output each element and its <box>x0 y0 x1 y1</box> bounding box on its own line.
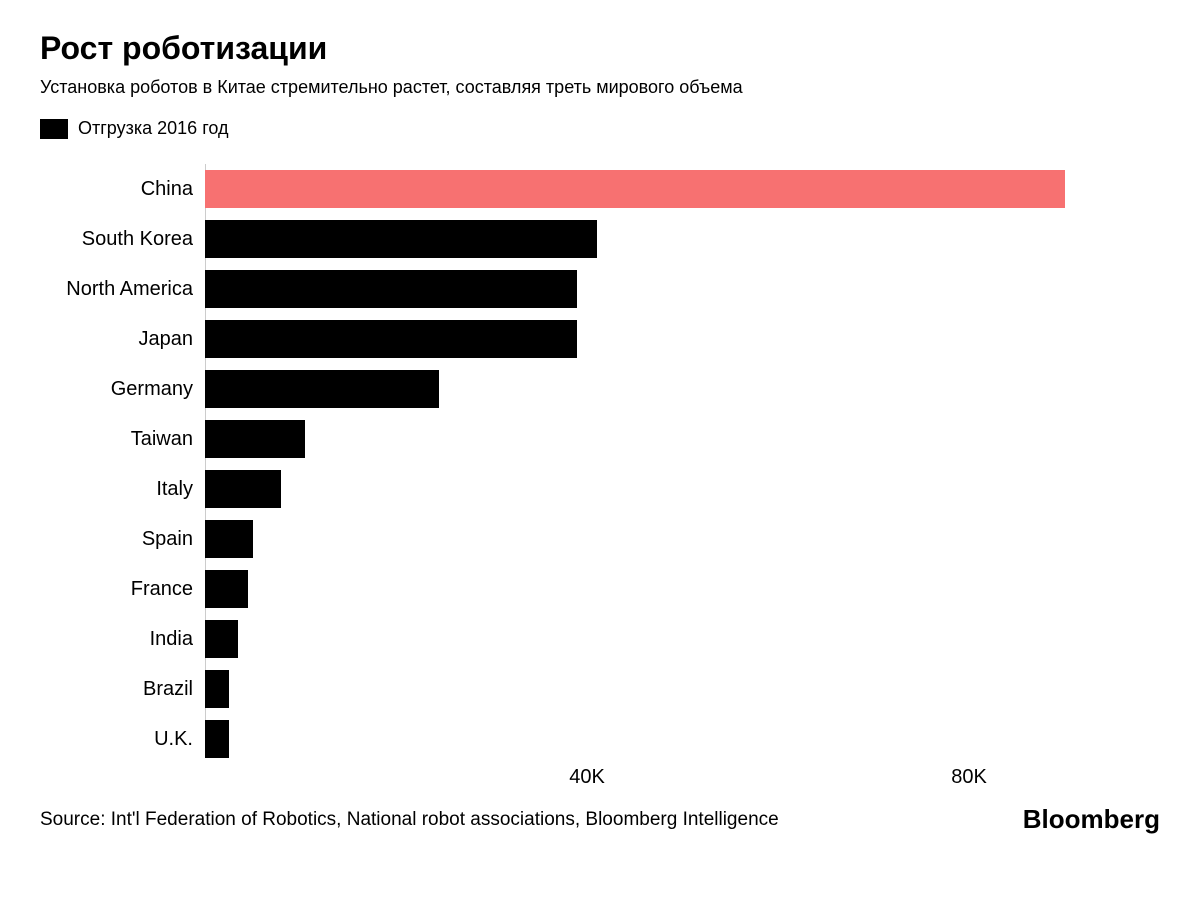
chart-title: Рост роботизации <box>40 30 1160 67</box>
bar-row: Japan <box>40 314 1160 364</box>
chart-subtitle: Установка роботов в Китае стремительно р… <box>40 77 1160 98</box>
bar <box>205 620 238 658</box>
legend: Отгрузка 2016 год <box>40 118 1160 139</box>
bar <box>205 470 281 508</box>
bar <box>205 270 577 308</box>
bar <box>205 320 577 358</box>
bar-track <box>205 264 1160 314</box>
bar <box>205 220 597 258</box>
bar-track <box>205 314 1160 364</box>
legend-swatch <box>40 119 68 139</box>
bar <box>205 720 229 758</box>
bar-track <box>205 564 1160 614</box>
bar-label: Spain <box>40 528 205 551</box>
brand-logo: Bloomberg <box>1023 804 1160 835</box>
bar <box>205 520 253 558</box>
chart-area: China South Korea North America Japan German… <box>40 164 1160 784</box>
bar-label: Brazil <box>40 678 205 701</box>
bar-row: U.K. <box>40 714 1160 764</box>
bar <box>205 370 439 408</box>
axis-tick: 40K <box>569 766 605 789</box>
bar-row: Taiwan <box>40 414 1160 464</box>
bar-label: France <box>40 578 205 601</box>
bar-track <box>205 214 1160 264</box>
bar <box>205 170 1065 208</box>
bar-track <box>205 414 1160 464</box>
bar <box>205 670 229 708</box>
bar-row: North America <box>40 264 1160 314</box>
bar-label: China <box>40 178 205 201</box>
bar-row: India <box>40 614 1160 664</box>
bar-label: U.K. <box>40 728 205 751</box>
bar-track <box>205 464 1160 514</box>
bar-track <box>205 364 1160 414</box>
bar-row: Brazil <box>40 664 1160 714</box>
bar-row: South Korea <box>40 214 1160 264</box>
bar <box>205 420 305 458</box>
bar-label: Taiwan <box>40 428 205 451</box>
bar-label: North America <box>40 278 205 301</box>
bar-track <box>205 164 1160 214</box>
x-axis: 40K 80K <box>40 766 1160 796</box>
bar-track <box>205 714 1160 764</box>
bar-row: Spain <box>40 514 1160 564</box>
bar-row: France <box>40 564 1160 614</box>
bar-label: Japan <box>40 328 205 351</box>
bar-label: South Korea <box>40 228 205 251</box>
axis-tick: 80K <box>951 766 987 789</box>
source-text: Source: Int'l Federation of Robotics, Na… <box>40 809 779 831</box>
bar-row: China <box>40 164 1160 214</box>
bar-row: Italy <box>40 464 1160 514</box>
bar-track <box>205 664 1160 714</box>
legend-label: Отгрузка 2016 год <box>78 118 229 139</box>
footer: Source: Int'l Federation of Robotics, Na… <box>40 804 1160 835</box>
bar-track <box>205 514 1160 564</box>
bars-container: China South Korea North America Japan German… <box>40 164 1160 764</box>
bar <box>205 570 248 608</box>
bar-label: India <box>40 628 205 651</box>
bar-label: Italy <box>40 478 205 501</box>
bar-label: Germany <box>40 378 205 401</box>
bar-row: Germany <box>40 364 1160 414</box>
bar-track <box>205 614 1160 664</box>
